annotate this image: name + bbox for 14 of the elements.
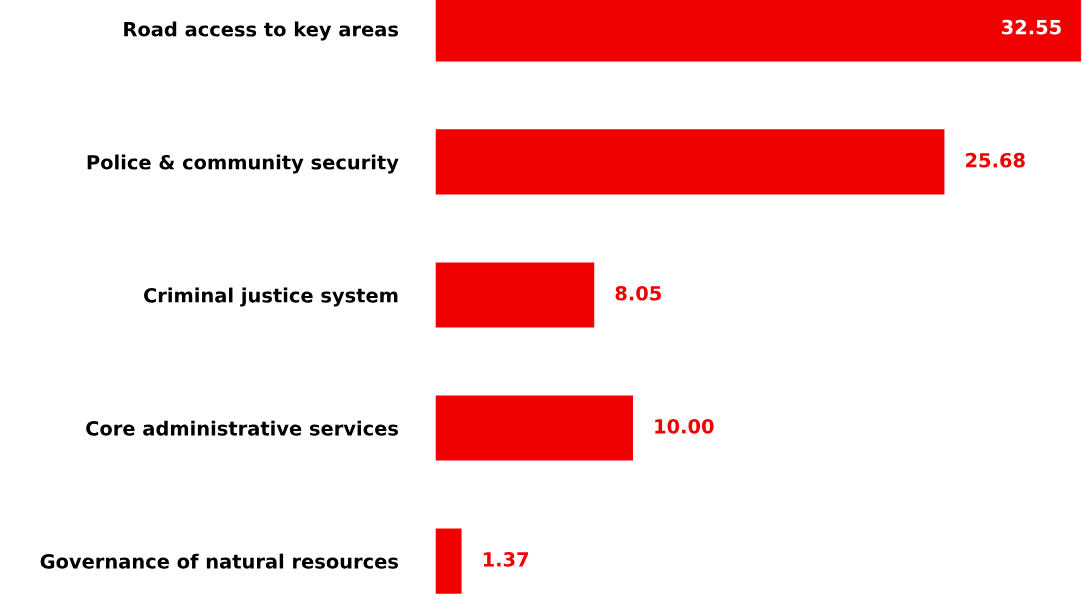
bar [435,127,946,196]
data-label: 32.55 [1001,19,1061,35]
y-tick-label: Criminal justice system [143,287,398,307]
y-tick-label: Police & community security [87,154,399,174]
bar [435,394,635,462]
bar [435,261,596,329]
data-label: 8.05 [615,285,661,301]
data-label: 25.68 [966,152,1025,168]
y-tick-label: Governance of natural resources [40,553,399,569]
data-label: 1.37 [483,552,529,567]
y-tick-label: Core administrative services [86,420,399,436]
bar [435,527,463,596]
y-tick-label: Road access to key areas [124,21,399,41]
data-label: 10.00 [655,418,714,434]
